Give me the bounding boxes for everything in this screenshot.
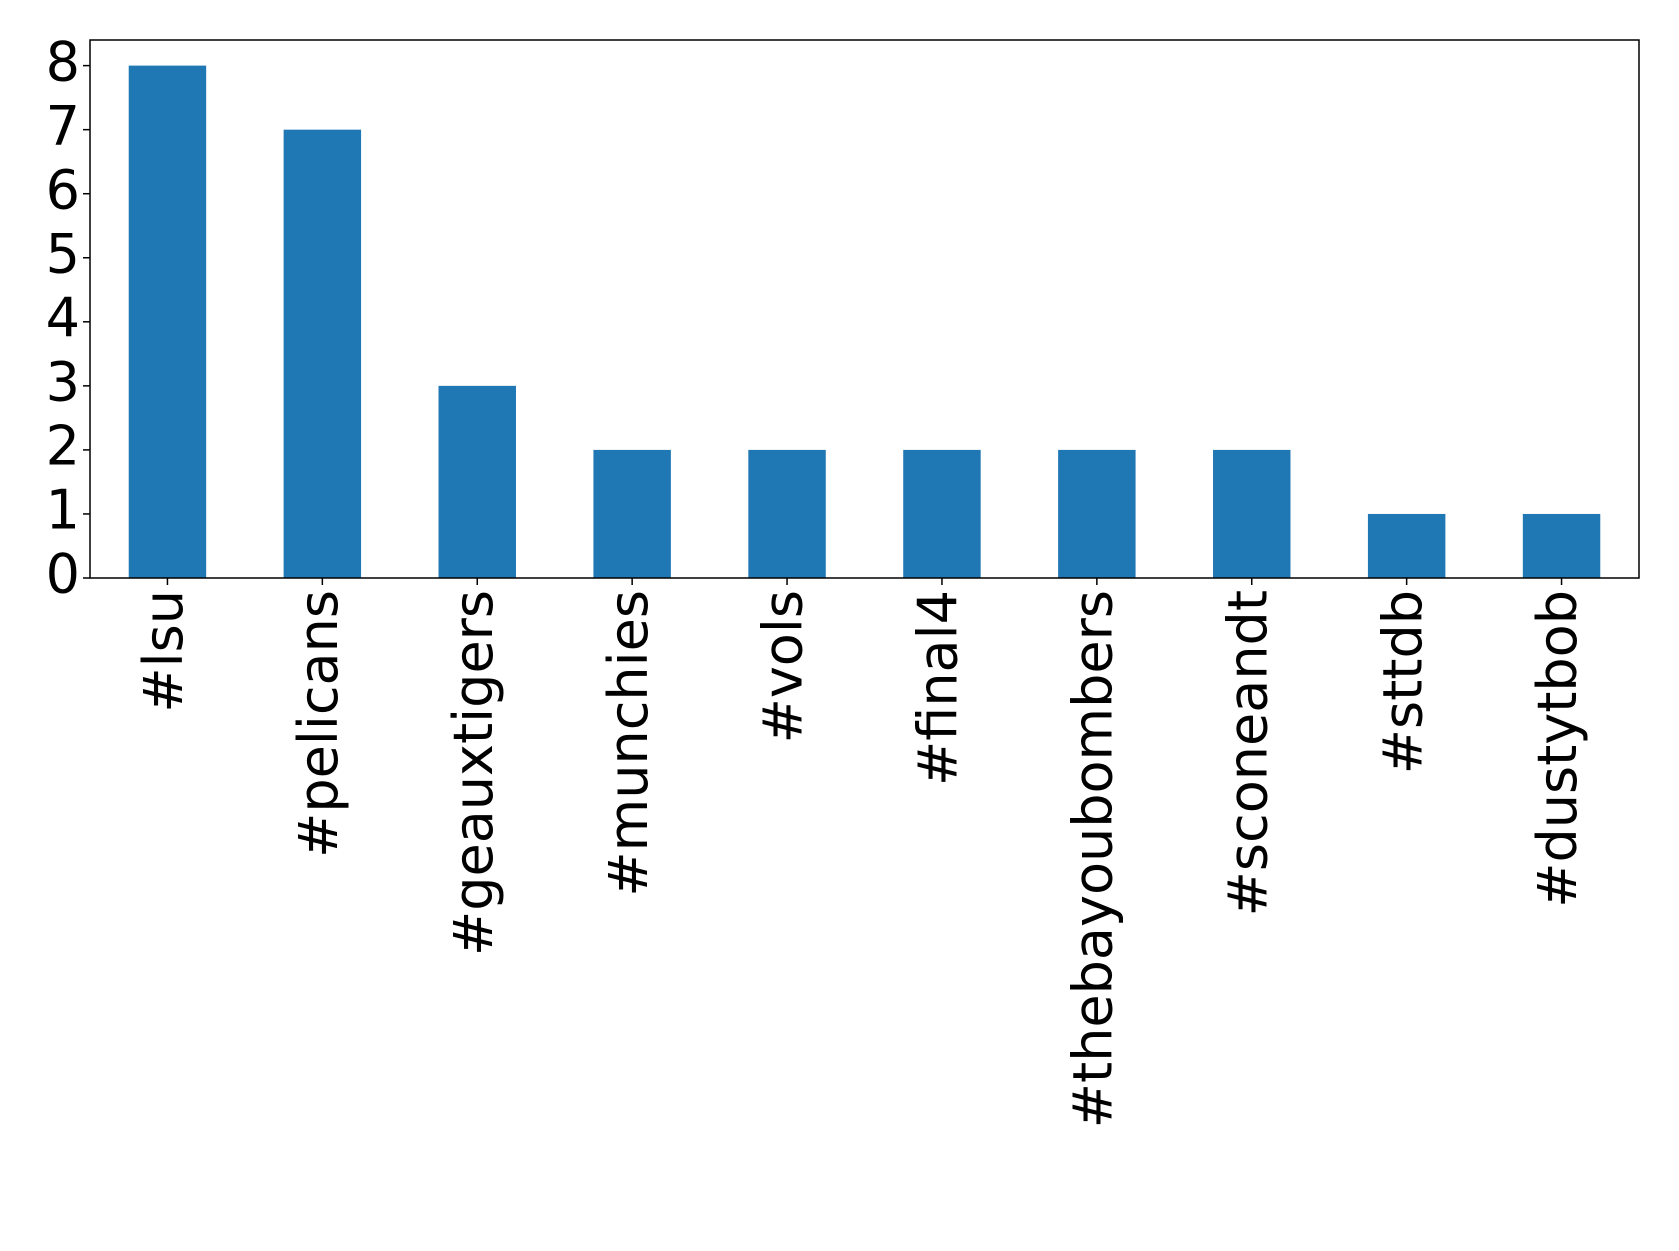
x-tick-label: #pelicans <box>287 590 350 858</box>
x-tick-label: #final4 <box>907 590 970 786</box>
x-tick-label: #lsu <box>132 590 195 713</box>
x-tick-label: #sttdb <box>1371 590 1434 774</box>
bar <box>283 129 362 578</box>
x-tick-label: #sconeandt <box>1216 590 1279 916</box>
y-tick-label: 7 <box>46 94 80 157</box>
bar <box>128 65 207 579</box>
bar <box>438 385 516 578</box>
bar <box>1367 513 1446 578</box>
y-tick-label: 0 <box>46 543 80 606</box>
y-tick-label: 4 <box>46 286 80 349</box>
y-tick-label: 5 <box>46 222 80 285</box>
y-tick-label: 8 <box>46 30 80 93</box>
x-tick-label: #vols <box>752 590 815 743</box>
y-tick-label: 6 <box>46 158 80 221</box>
bar <box>1213 449 1291 578</box>
x-tick-label: #geauxtigers <box>442 590 505 956</box>
x-tick-label: #thebayoubombers <box>1061 590 1124 1128</box>
x-tick-label: #munchies <box>597 590 660 897</box>
y-tick-label: 1 <box>46 479 80 542</box>
x-tick-label: #dustytbob <box>1526 590 1589 908</box>
bar <box>1522 513 1601 578</box>
bar <box>1058 449 1136 578</box>
plot-frame <box>89 39 1640 579</box>
bar <box>748 449 826 578</box>
y-tick-label: 3 <box>46 350 80 413</box>
bar <box>593 449 671 578</box>
y-tick-label: 2 <box>46 415 80 478</box>
bar <box>903 449 981 578</box>
